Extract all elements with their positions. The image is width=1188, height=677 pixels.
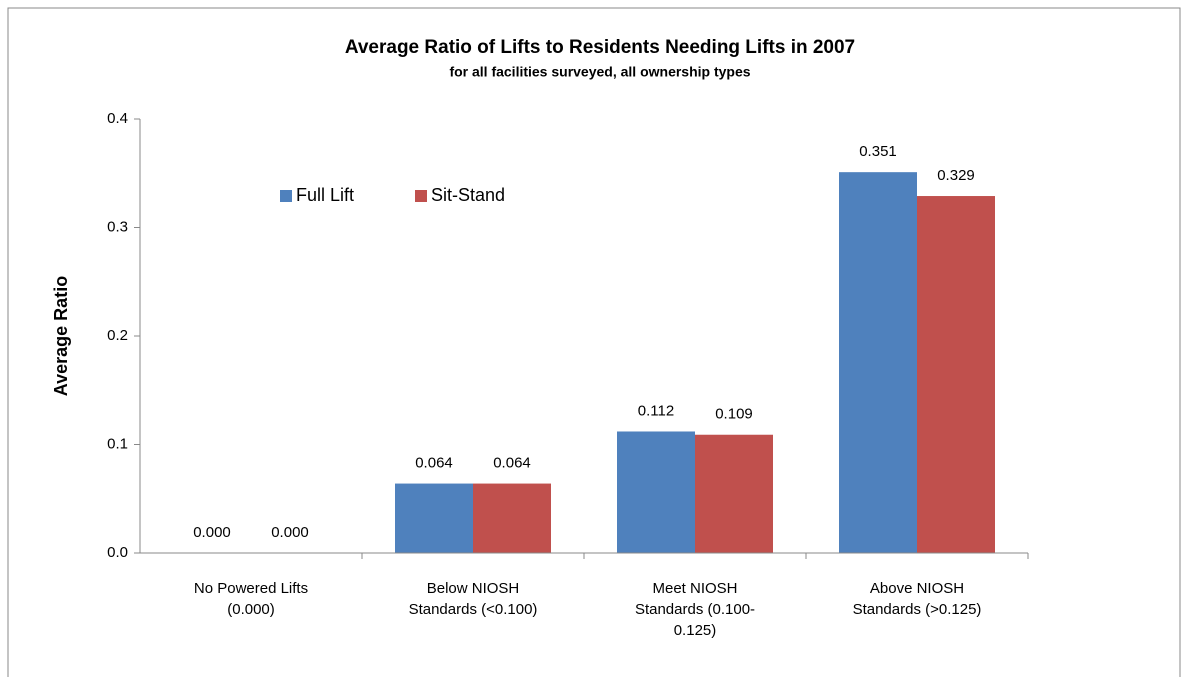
x-tick-label: No Powered Lifts (0.000)	[193, 580, 309, 618]
x-tick-label: Below NIOSH Standards (<0.100)	[408, 580, 538, 618]
data-label: 0.064	[493, 455, 531, 472]
bar	[839, 172, 917, 554]
bar	[695, 434, 773, 553]
y-tick-label: 0.0	[107, 544, 128, 561]
legend-label: Full Lift	[296, 185, 354, 205]
legend-swatch	[415, 190, 427, 202]
data-label: 0.000	[193, 524, 231, 541]
chart-title: Average Ratio of Lifts to Residents Need…	[345, 37, 855, 58]
legend-label: Sit-Stand	[431, 185, 505, 205]
x-tick-label: Above NIOSH Standards (>0.125)	[852, 580, 982, 618]
bar	[473, 483, 551, 553]
bar	[917, 196, 995, 553]
chart-frame	[7, 7, 1181, 677]
data-label: 0.329	[937, 167, 975, 184]
bar	[617, 431, 695, 553]
data-label: 0.351	[859, 143, 897, 160]
y-tick-label: 0.4	[107, 110, 128, 127]
y-axis-label: Average Ratio	[51, 276, 71, 396]
legend-swatch	[280, 190, 292, 202]
y-tick-label: 0.2	[107, 327, 128, 344]
bar	[395, 483, 473, 553]
data-label: 0.112	[638, 402, 674, 419]
data-label: 0.109	[715, 406, 753, 423]
chart-subtitle: for all facilities surveyed, all ownersh…	[449, 64, 750, 80]
y-tick-label: 0.3	[107, 218, 128, 235]
data-label: 0.064	[415, 455, 453, 472]
x-tick-label: Meet NIOSH Standards (0.100-0.125)	[634, 580, 756, 639]
data-label: 0.000	[271, 524, 309, 541]
y-tick-label: 0.1	[107, 435, 128, 452]
